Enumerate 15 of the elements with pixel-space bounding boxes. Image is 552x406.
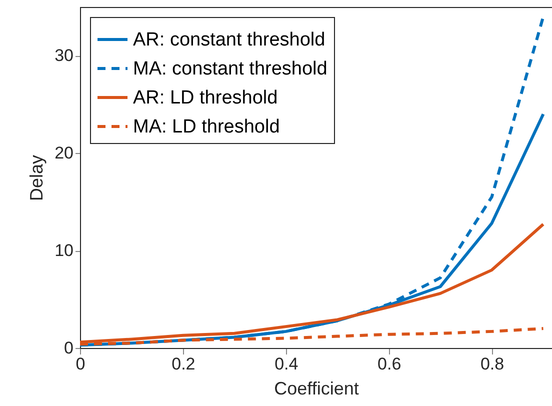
y-tick-label: 20 (54, 144, 74, 163)
x-axis-title: Coefficient (274, 378, 359, 398)
x-tick-label: 0.8 (480, 354, 504, 374)
legend-label: MA: constant threshold (133, 58, 328, 80)
x-tick-label: 0 (76, 354, 86, 374)
y-tick-label: 10 (54, 241, 74, 260)
y-tick-label: 0 (64, 338, 74, 358)
y-tick-label: 30 (54, 46, 74, 66)
x-tick-label: 0.4 (274, 354, 298, 374)
legend-label: AR: LD threshold (133, 88, 278, 108)
x-tick-label: 0.6 (378, 354, 402, 374)
legend-label: MA: LD threshold (133, 116, 280, 138)
x-tick-label: 0.2 (172, 354, 196, 374)
legend-label: AR: constant threshold (133, 30, 326, 50)
y-axis-title: Delay (26, 154, 47, 202)
